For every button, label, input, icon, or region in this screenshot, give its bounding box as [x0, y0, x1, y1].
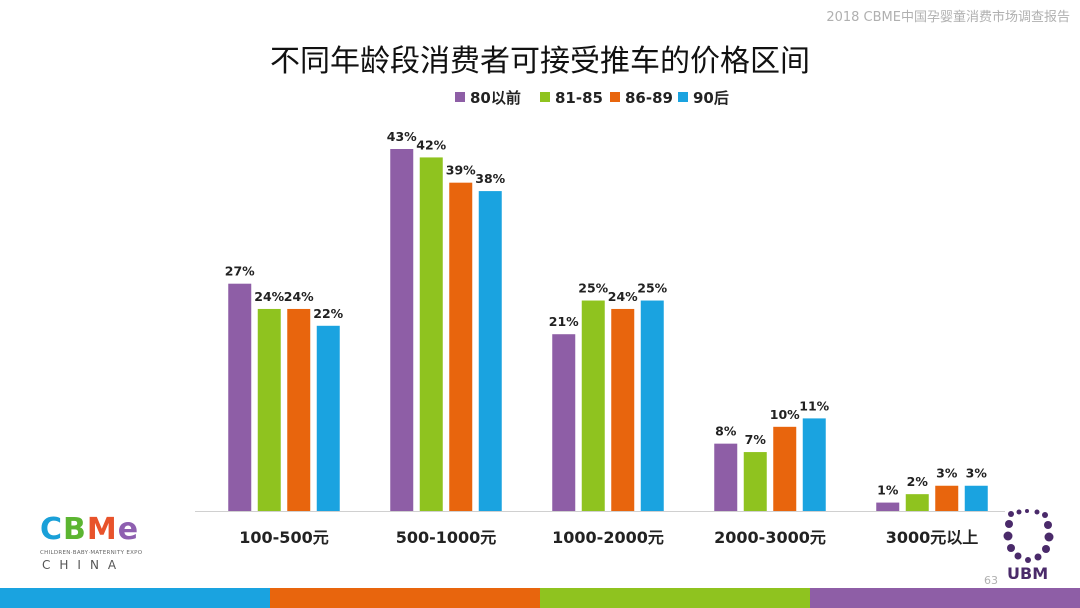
bar-3-2: [773, 426, 797, 511]
data-label-1-3: 38%: [475, 171, 505, 186]
cbme-logo-word: CBMe: [40, 512, 139, 547]
legend-label-0: 80以前: [470, 89, 521, 107]
cbme-letter-1: B: [63, 512, 87, 547]
bar-chart: 80以前 81-85 86-89 90后 27%24% 24%22%43%42%39%3…: [195, 89, 1005, 547]
bar-4-2: [935, 485, 959, 511]
bar-2-2: [611, 308, 635, 511]
bar-0-2: [287, 308, 311, 511]
bottom-bar-segment-3: [810, 588, 1080, 608]
legend-swatch-1: [540, 92, 550, 102]
ubm-logo: UBM: [1003, 508, 1059, 584]
bar-2-1: [581, 300, 605, 511]
x-axis-labels: 100-500元 500-1000元 1000-2000元 2000-3000元 300…: [239, 528, 978, 547]
legend-swatch-3: [678, 92, 688, 102]
cbme-letter-0: C: [40, 512, 64, 547]
cbme-letter-2: M: [86, 512, 118, 547]
chart-title: 不同年龄段消费者可接受推车的价格区间: [270, 44, 810, 79]
ubm-logo-text: UBM: [1007, 564, 1049, 583]
data-label-0-1: 24%: [254, 289, 284, 304]
bar-0-0: [228, 283, 252, 511]
x-tick-label-4: 3000元以上: [886, 528, 979, 547]
data-label-2-0: 21%: [549, 314, 579, 329]
bar-1-3: [478, 191, 502, 511]
data-label-1-2: 39%: [446, 163, 476, 178]
data-label-3-2: 10%: [770, 407, 800, 422]
bar-4-3: [964, 485, 988, 511]
x-tick-label-2: 1000-2000元: [552, 528, 664, 547]
legend-swatch-2: [610, 92, 620, 102]
data-label-0-2: 24%: [284, 289, 314, 304]
cbme-logo: CBMe CHILDREN·BABY·MATERNITY EXPO CHINA: [36, 512, 166, 572]
bar-3-3: [802, 418, 826, 511]
chart-bars: 27%24% 24%22%43%42%39%38%21%25%24%25%8%7%…: [225, 129, 988, 511]
x-tick-label-1: 500-1000元: [396, 528, 497, 547]
bar-1-2: [449, 182, 473, 511]
bottom-bar-segment-0: [0, 588, 270, 608]
cbme-logo-subtitle: CHILDREN·BABY·MATERNITY EXPO: [40, 550, 143, 556]
legend-label-1: 81-85: [555, 89, 603, 107]
data-label-0-3: 22%: [313, 306, 343, 321]
bar-3-1: [743, 452, 767, 511]
data-label-0-0: 27%: [225, 264, 255, 279]
x-tick-label-0: 100-500元: [239, 528, 328, 547]
bar-0-1: [257, 308, 281, 511]
data-label-3-0: 8%: [715, 424, 737, 439]
legend-label-3: 90后: [693, 89, 729, 107]
bar-3-0: [714, 443, 738, 511]
chart-legend: 80以前 81-85 86-89 90后: [455, 89, 729, 107]
x-tick-label-3: 2000-3000元: [714, 528, 826, 547]
page-number: 63: [984, 574, 998, 587]
data-label-2-2: 24%: [608, 289, 638, 304]
cbme-letter-3: e: [117, 512, 140, 547]
bar-1-1: [419, 157, 443, 511]
bar-4-1: [905, 494, 929, 511]
data-label-3-1: 7%: [745, 432, 767, 447]
data-label-4-2: 3%: [936, 466, 958, 481]
bar-1-0: [390, 149, 414, 511]
cbme-logo-china: CHINA: [42, 558, 126, 572]
data-label-2-3: 25%: [637, 281, 667, 296]
bar-0-3: [316, 325, 340, 511]
legend-label-2: 86-89: [625, 89, 673, 107]
bottom-color-bar: [0, 588, 1080, 608]
bar-4-0: [876, 502, 900, 511]
data-label-2-1: 25%: [578, 281, 608, 296]
data-label-4-1: 2%: [907, 474, 929, 489]
data-label-4-0: 1%: [877, 483, 899, 498]
report-header-note: 2018 CBME中国孕婴童消费市场调查报告: [826, 10, 1070, 25]
bar-2-3: [640, 300, 664, 511]
data-label-1-0: 43%: [387, 129, 417, 144]
bottom-bar-segment-2: [540, 588, 810, 608]
legend-swatch-0: [455, 92, 465, 102]
bottom-bar-segment-1: [270, 588, 540, 608]
data-label-4-3: 3%: [966, 466, 988, 481]
data-label-1-1: 42%: [416, 137, 446, 152]
ubm-dots-icon: [1003, 509, 1054, 563]
bar-2-0: [552, 334, 576, 511]
data-label-3-3: 11%: [799, 398, 829, 413]
